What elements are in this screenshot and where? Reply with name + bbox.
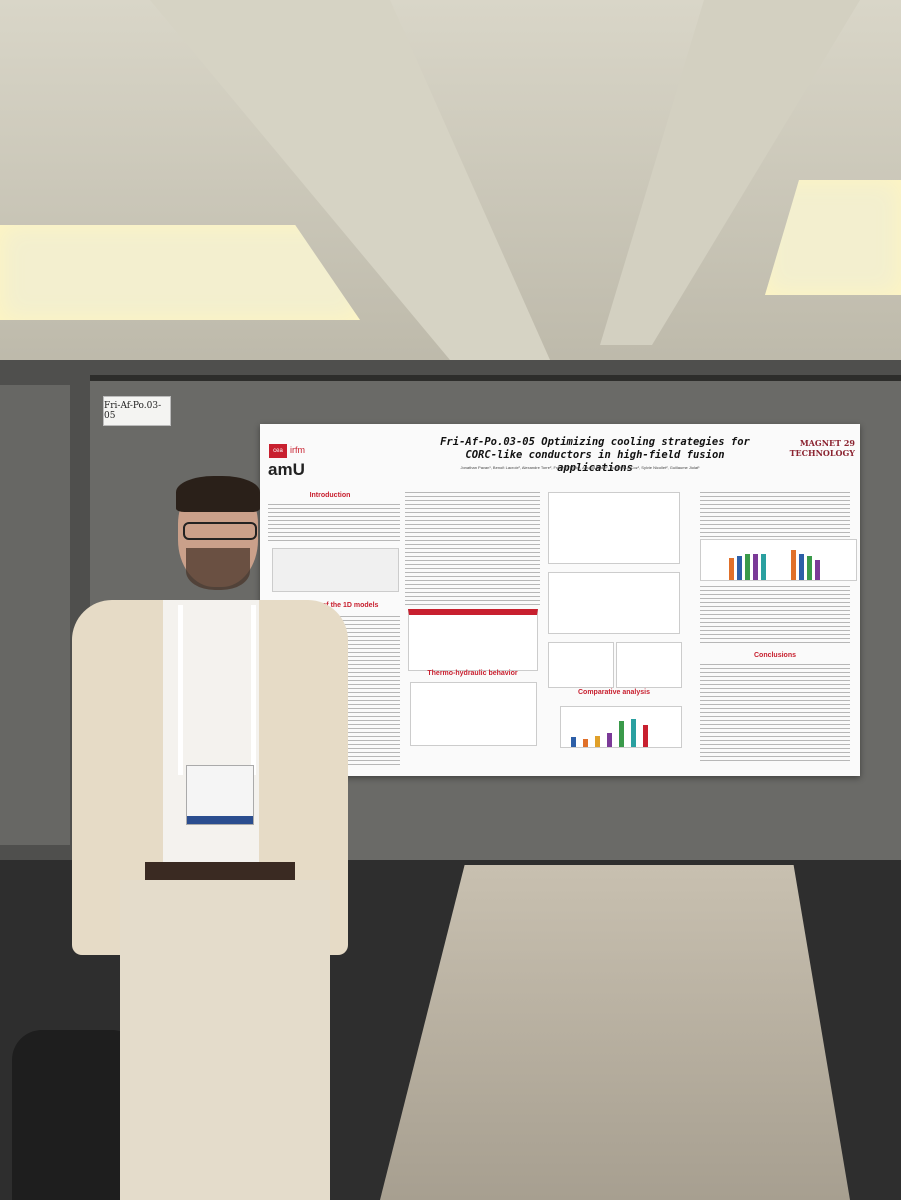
table <box>408 609 538 671</box>
cea-logo: cea <box>269 444 287 458</box>
poster-authors: Jonathan Pavan¹, Benoît Lacroix², Alexan… <box>460 465 700 470</box>
text-block <box>405 492 540 607</box>
bar <box>799 554 804 580</box>
carpet-runner <box>380 865 850 1200</box>
section-thermo-hydraulic: Thermo-hydraulic behavior <box>427 670 518 677</box>
figure <box>272 548 399 592</box>
name-badge <box>186 765 254 825</box>
figure <box>548 572 680 634</box>
booth-label: Fri-Af-Po.03-05 <box>103 396 171 426</box>
ceiling-light-panel <box>0 225 360 320</box>
bar <box>791 550 796 580</box>
text-block <box>268 504 400 544</box>
poster-title: Fri-Af-Po.03-05 Optimizing cooling strat… <box>440 436 750 474</box>
bar-chart <box>560 706 682 748</box>
bar <box>815 560 820 580</box>
bar <box>761 554 766 580</box>
person-hair <box>176 476 260 512</box>
conference-logo: MAGNET 29 TECHNOLOGY <box>789 438 855 458</box>
text-block <box>700 664 850 764</box>
bar <box>631 719 636 747</box>
belt <box>145 862 295 882</box>
text-block <box>700 586 850 646</box>
bar <box>745 554 750 580</box>
person-pants <box>120 880 330 1200</box>
bar <box>607 733 612 747</box>
irfm-logo: irfm <box>290 445 305 455</box>
bar <box>753 554 758 580</box>
bar <box>737 556 742 580</box>
section-comparative: Comparative analysis <box>578 689 650 696</box>
text-block <box>700 492 850 537</box>
section-introduction: Introduction <box>309 492 351 499</box>
bar <box>807 556 812 580</box>
bar <box>729 558 734 580</box>
bar <box>595 736 600 747</box>
figure <box>548 492 680 564</box>
section-models: Description of the 1D models <box>281 602 379 609</box>
amu-logo: amU <box>268 460 305 479</box>
figure <box>548 642 614 688</box>
figure <box>616 642 682 688</box>
bar <box>583 739 588 747</box>
bar <box>571 737 576 747</box>
bar <box>643 725 648 747</box>
section-conclusions: Conclusions <box>753 652 796 659</box>
figure <box>410 682 537 746</box>
bar <box>619 721 624 747</box>
glasses <box>183 522 257 540</box>
poster: cea irfm amU MAGNET 29 TECHNOLOGY Fri-Af… <box>260 424 860 776</box>
display-board <box>0 385 70 845</box>
bar-chart <box>700 539 857 581</box>
lanyard <box>178 605 256 775</box>
person-beard <box>186 548 250 590</box>
